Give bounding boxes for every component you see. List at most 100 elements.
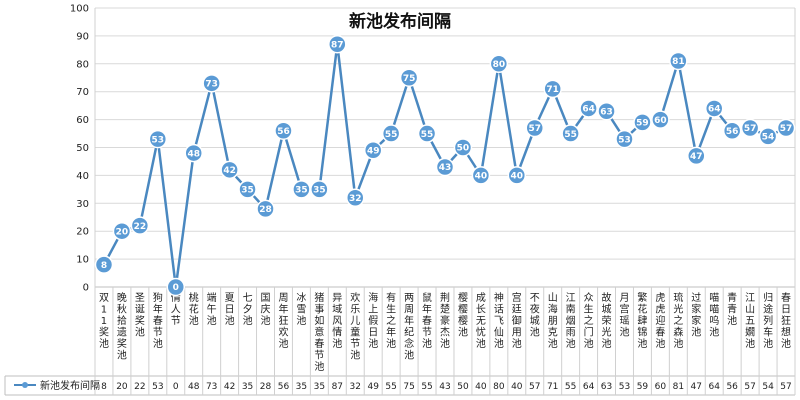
category-label-char: 荆 [440, 291, 450, 304]
category-label-char: 故 [602, 291, 612, 304]
data-label: 57 [744, 124, 757, 134]
category-label-char: 家 [691, 314, 701, 327]
category-label-char: 池 [691, 326, 701, 339]
table-value: 71 [547, 382, 558, 392]
data-label: 64 [582, 105, 595, 115]
category-label-char: 过 [691, 291, 701, 304]
category-label-char: 节 [171, 315, 181, 327]
category-label-char: 城 [530, 315, 540, 327]
category-label-char: 仙 [494, 326, 504, 339]
data-label: 0 [173, 283, 179, 293]
data-point [435, 157, 455, 177]
category-label-char: 池 [530, 326, 540, 339]
data-label: 80 [493, 60, 506, 70]
table-value: 50 [457, 382, 469, 392]
category-label-char: 池 [637, 337, 647, 350]
category-label-char: 青 [727, 291, 737, 304]
category-label-char: 春 [314, 338, 324, 350]
legend-marker-swatch [22, 382, 28, 388]
category-label-char: 异 [332, 292, 342, 304]
table-value: 60 [655, 382, 667, 392]
category-label-char: 年 [386, 326, 396, 339]
table-value: 53 [152, 382, 163, 392]
table-value: 56 [278, 382, 290, 392]
category-label-char: 节 [422, 327, 432, 339]
category-label-char: 狗 [153, 291, 163, 304]
category-label-char: 池 [619, 326, 629, 339]
category-label-char: 繁 [637, 291, 647, 304]
data-point [561, 124, 580, 143]
category-label-char: 情 [332, 326, 342, 339]
data-label: 60 [654, 116, 667, 126]
category-label-char: 呜 [709, 314, 719, 327]
data-point [220, 160, 239, 180]
data-label: 87 [331, 40, 344, 50]
category-label-char: 狂 [781, 315, 791, 327]
table-value: 73 [206, 382, 217, 392]
category-label-char: 众 [584, 292, 594, 304]
category-label-char: 锦 [637, 326, 647, 339]
category-label-char: 池 [207, 314, 217, 327]
table-value: 64 [709, 382, 721, 392]
category-label-char: 途 [763, 303, 773, 316]
data-point [130, 216, 150, 235]
y-tick-label: 60 [76, 115, 89, 126]
data-label: 56 [726, 127, 739, 137]
category-label-char: 年 [278, 303, 288, 316]
category-label-char: 瑶 [619, 315, 629, 327]
data-point [112, 221, 132, 241]
category-label-char: 琉 [673, 291, 683, 304]
category-label-char: 宫 [512, 291, 522, 304]
category-label-char: 荣 [602, 315, 612, 327]
category-label-char: 车 [763, 326, 773, 339]
category-label-char: 池 [584, 337, 594, 350]
category-label-char: 樱 [458, 304, 468, 316]
category-label-char: 池 [566, 337, 576, 350]
table-value: 81 [673, 382, 684, 392]
data-point [507, 166, 527, 185]
data-label: 32 [349, 194, 362, 204]
category-label-char: 列 [763, 314, 773, 327]
category-label-char: 冰 [296, 291, 306, 304]
data-label: 55 [385, 130, 398, 140]
table-value: 20 [116, 382, 128, 392]
category-label-char: 午 [207, 303, 217, 316]
category-label-char: 雨 [566, 328, 576, 339]
data-point [722, 121, 742, 141]
data-point [687, 146, 706, 166]
data-label: 43 [439, 163, 452, 173]
table-value: 57 [780, 382, 791, 392]
y-tick-label: 0 [83, 283, 89, 294]
y-tick-label: 30 [76, 199, 89, 210]
data-label: 53 [152, 135, 165, 145]
category-label-char: 楚 [440, 303, 450, 316]
category-label-char: 南 [566, 303, 576, 316]
table-value: 48 [188, 382, 200, 392]
category-label-char: 1 [101, 316, 107, 327]
category-label-char: 城 [602, 304, 612, 316]
y-tick-label: 10 [76, 255, 89, 266]
category-label-char: 之 [584, 314, 594, 327]
data-label: 49 [367, 146, 380, 156]
category-label-char: 山 [548, 292, 558, 304]
category-label-char: 春 [781, 292, 791, 304]
category-label-char: 归 [763, 291, 773, 304]
category-label-char: 猪 [314, 292, 324, 304]
category-label-char: 庆 [261, 303, 271, 316]
series-layer: 8 20 22 53 0 48 73 42 35 28 56 35 35 87 32 49 55 75 55 43 50… [94, 35, 796, 297]
category-label-char: 池 [548, 337, 558, 350]
table-value: 8 [101, 382, 107, 392]
table-value: 22 [134, 382, 145, 392]
data-label: 35 [295, 186, 308, 196]
category-label-char: 飞 [494, 316, 504, 327]
data-label: 40 [511, 172, 524, 182]
category-label-char: 池 [153, 337, 163, 350]
category-label-char: 神 [494, 291, 504, 304]
data-label: 22 [134, 222, 147, 232]
